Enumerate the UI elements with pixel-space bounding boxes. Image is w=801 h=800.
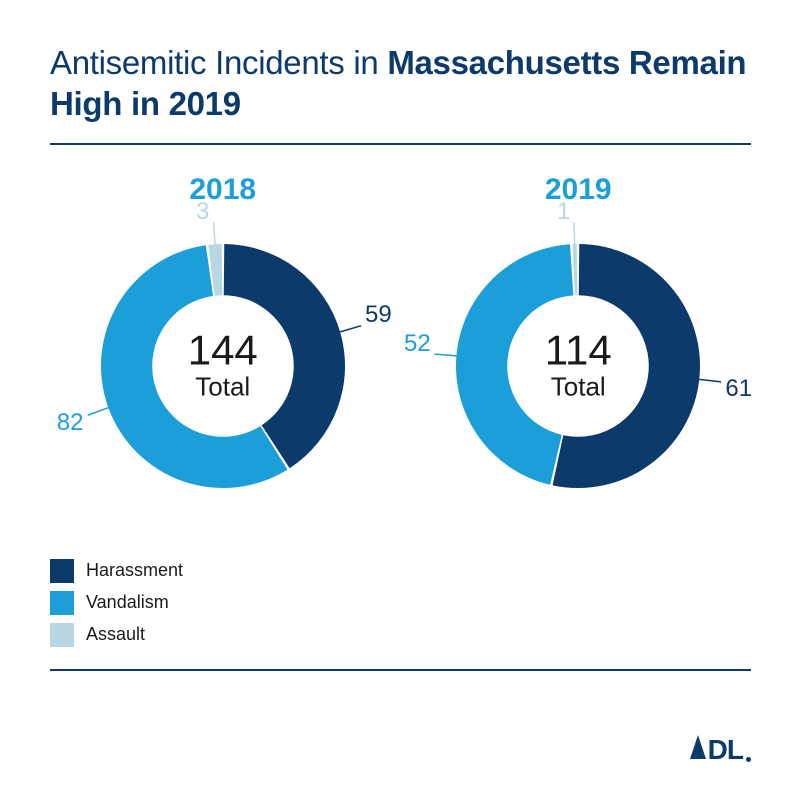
- donut-2018: 144 Total 59823: [78, 221, 368, 511]
- callout-vandalism: 82: [57, 409, 84, 437]
- legend-label-vandalism: Vandalism: [86, 592, 169, 613]
- swatch-vandalism: [50, 591, 74, 615]
- logo-text: DL: [708, 734, 743, 766]
- callout-harassment: 59: [365, 301, 392, 329]
- legend-row-harassment: Harassment: [50, 559, 751, 583]
- top-rule: [50, 143, 751, 145]
- legend-label-assault: Assault: [86, 624, 145, 645]
- callout-harassment: 61: [725, 375, 752, 403]
- legend-label-harassment: Harassment: [86, 560, 183, 581]
- total-label-2018: Total: [188, 371, 258, 402]
- total-value-2019: 114: [545, 329, 612, 371]
- bottom-rule: [50, 669, 751, 671]
- donut-2019: 114 Total 61521: [433, 221, 723, 511]
- charts-row: 2018 144 Total 59823 2019 114 Total 6152…: [50, 173, 751, 511]
- center-text-2019: 114 Total: [545, 329, 612, 402]
- chart-2019: 2019 114 Total 61521: [413, 173, 743, 511]
- total-label-2019: Total: [545, 371, 612, 402]
- page-title: Antisemitic Incidents in Massachusetts R…: [50, 42, 751, 125]
- title-prefix: Antisemitic Incidents in: [50, 44, 387, 81]
- slice-assault: [573, 244, 578, 295]
- adl-logo: DL: [690, 734, 751, 766]
- chart-2018: 2018 144 Total 59823: [58, 173, 388, 511]
- total-value-2018: 144: [188, 329, 258, 371]
- callout-vandalism: 52: [404, 330, 431, 358]
- callout-assault: 3: [196, 198, 209, 226]
- year-label-2019: 2019: [545, 173, 612, 207]
- legend-row-assault: Assault: [50, 623, 751, 647]
- legend: Harassment Vandalism Assault: [50, 559, 751, 647]
- callout-assault: 1: [557, 198, 570, 226]
- swatch-harassment: [50, 559, 74, 583]
- logo-dot-icon: [746, 757, 751, 762]
- legend-row-vandalism: Vandalism: [50, 591, 751, 615]
- center-text-2018: 144 Total: [188, 329, 258, 402]
- logo-triangle-icon: [690, 735, 706, 759]
- swatch-assault: [50, 623, 74, 647]
